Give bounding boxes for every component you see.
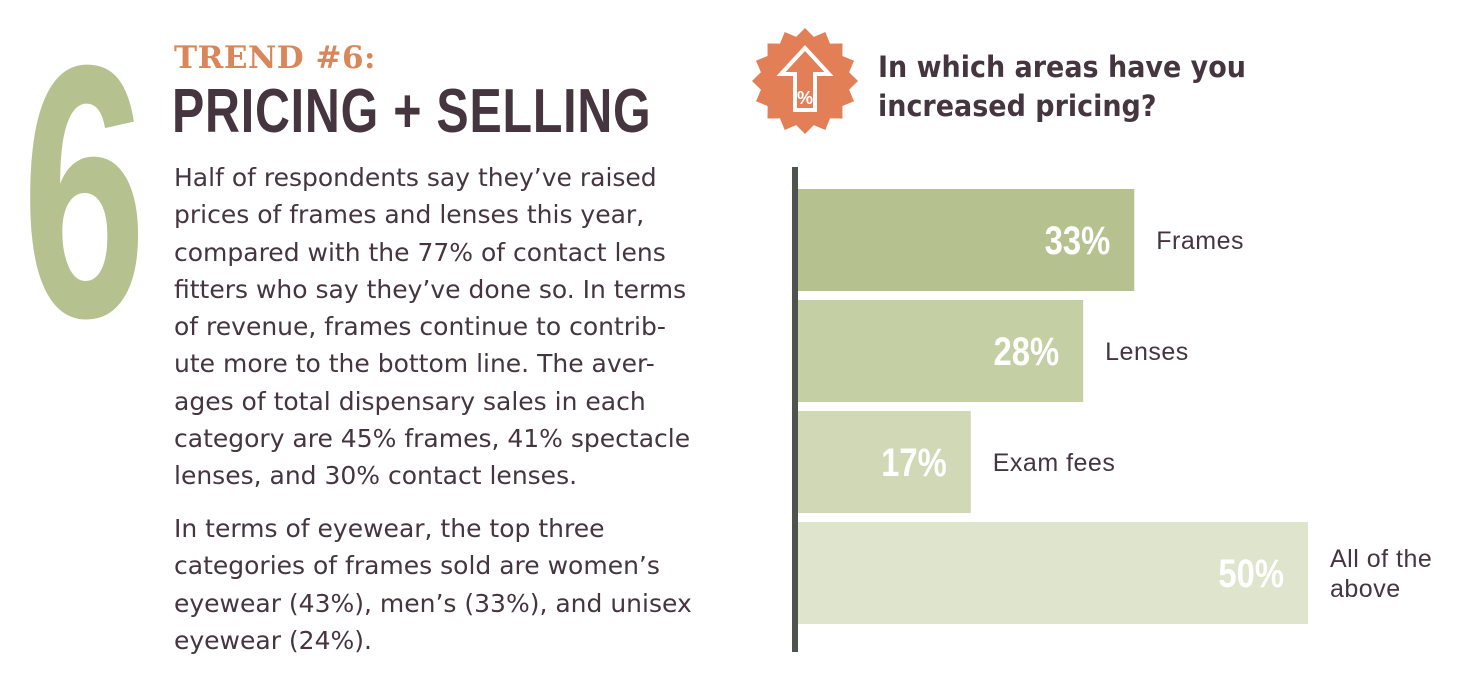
up-arrow-icon xyxy=(776,45,834,112)
bar xyxy=(797,522,1308,624)
body-paragraph-1: Half of respondents say they’ve raised pr… xyxy=(174,159,734,495)
badge-starburst xyxy=(752,28,858,134)
body-line: category are 45% frames, 41% spectacle xyxy=(174,424,691,454)
bar-value-label: 17% xyxy=(881,440,947,485)
bar-value-label: 28% xyxy=(994,329,1060,374)
bar xyxy=(797,411,971,513)
category-label: Exam fees xyxy=(993,449,1116,477)
body-line: categories of frames sold are women’s xyxy=(174,551,660,581)
category-label: Lenses xyxy=(1105,338,1189,366)
body-line: prices of frames and lenses this year, xyxy=(174,200,645,230)
body-line: of revenue, frames continue to contrib- xyxy=(174,312,666,342)
body-line: In terms of eyewear, the top three xyxy=(174,514,605,543)
body-line: fitters who say they’ve done so. In term… xyxy=(174,274,687,304)
section-title: PRICING + SELLING xyxy=(172,77,652,146)
body-paragraph-2: In terms of eyewear, the top three catego… xyxy=(174,510,734,659)
question-line-2: increased pricing? xyxy=(878,89,1157,123)
bar xyxy=(797,300,1084,402)
pricing-bar-chart: 33% Frames 28% Lenses 17% Exam fees 50% All of … xyxy=(792,167,1432,652)
question-line-1: In which areas have you xyxy=(878,50,1246,84)
chart-question: In which areas have you increased pricin… xyxy=(878,48,1246,126)
body-line: compared with the 77% of contact lens xyxy=(174,237,666,267)
body-line: eyewear (43%), men’s (33%), and unisex xyxy=(174,588,692,618)
trend-number: 6 xyxy=(22,0,146,393)
trend-label: TREND #6: xyxy=(174,40,376,76)
body-line: eyewear (24%). xyxy=(174,625,372,655)
category-label: Frames xyxy=(1156,227,1244,255)
bar-value-label: 50% xyxy=(1218,551,1284,596)
bar xyxy=(797,189,1135,291)
percent-icon: % xyxy=(797,88,813,108)
body-line: ages of total dispensary sales in each xyxy=(174,386,646,416)
body-line: Half of respondents say they’ve raised xyxy=(174,163,657,192)
category-label: All of the above xyxy=(1330,545,1432,603)
bar-value-label: 33% xyxy=(1045,218,1111,263)
body-line: lenses, and 30% contact lenses. xyxy=(174,461,578,491)
body-line: ute more to the bottom line. The aver- xyxy=(174,349,655,379)
price-increase-icon: % xyxy=(752,28,858,134)
